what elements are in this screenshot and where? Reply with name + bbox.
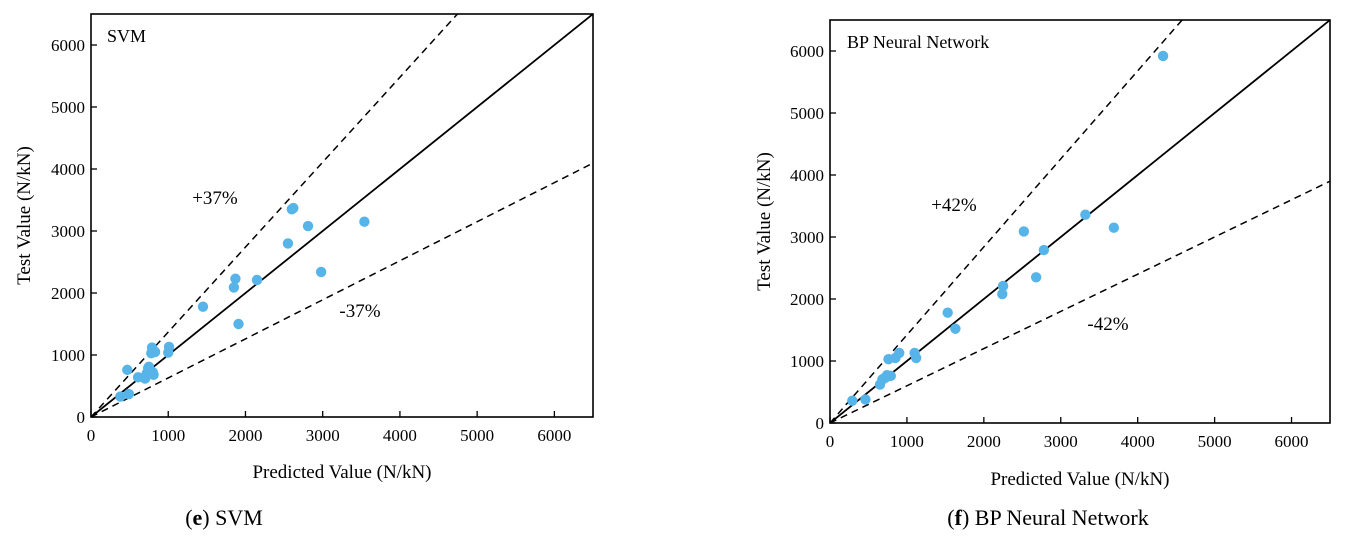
equality-line <box>91 14 593 417</box>
x-tick-label: 3000 <box>1044 432 1078 451</box>
y-tick-label: 5000 <box>51 98 85 117</box>
data-point <box>997 280 1009 292</box>
data-point <box>894 347 905 359</box>
data-point <box>1038 244 1050 256</box>
data-point <box>302 220 314 232</box>
x-tick-label: 4000 <box>383 426 417 445</box>
data-point <box>860 394 871 405</box>
y-tick-label: 1000 <box>790 352 824 371</box>
x-tick-label: 1000 <box>151 426 185 445</box>
data-point <box>149 346 161 358</box>
data-point <box>115 391 126 402</box>
data-point <box>1030 272 1042 283</box>
caption-f: (f) BP Neural Network <box>947 505 1149 530</box>
caption-letter: f <box>954 505 962 530</box>
data-points <box>847 50 1169 406</box>
data-point <box>282 238 294 249</box>
chart-title: SVM <box>107 26 146 46</box>
data-point <box>230 273 241 284</box>
chart-svm: 0 1000 2000 3000 4000 5000 6000 0 1000 2000 3000 40… <box>14 13 594 483</box>
caption-text: SVM <box>209 505 263 530</box>
data-point <box>847 395 858 406</box>
data-point <box>123 388 135 400</box>
bound-line <box>830 20 1184 423</box>
bound-line <box>830 180 1330 423</box>
data-point <box>197 301 209 312</box>
x-tick-label: 4000 <box>1121 432 1155 451</box>
data-point <box>885 370 896 382</box>
y-tick-label: 2000 <box>790 290 824 309</box>
equality-line <box>830 20 1330 423</box>
y-tick-label: 0 <box>77 408 86 427</box>
data-point <box>942 307 953 318</box>
bound-line <box>91 162 593 417</box>
x-tick-label: 5000 <box>460 426 494 445</box>
y-axis-label: Test Value (N/kN) <box>14 146 35 285</box>
data-point <box>163 341 175 353</box>
x-tick-label: 5000 <box>1198 432 1232 451</box>
reference-lines <box>91 14 593 417</box>
x-tick-label: 0 <box>826 432 835 451</box>
caption-e: (e) SVM <box>185 505 263 530</box>
caption-letter: e <box>192 505 203 530</box>
data-point <box>910 352 922 364</box>
x-tick-label: 2000 <box>967 432 1001 451</box>
x-tick-label: 6000 <box>1275 432 1309 451</box>
data-point <box>1080 209 1091 220</box>
data-point <box>315 266 327 278</box>
y-tick-label: 6000 <box>790 42 824 61</box>
chart-title: BP Neural Network <box>847 32 989 52</box>
plot-frame <box>829 19 1331 424</box>
data-point <box>997 288 1008 300</box>
y-tick-label: 4000 <box>51 160 85 179</box>
x-tick-label: 3000 <box>306 426 340 445</box>
y-tick-label: 5000 <box>790 104 824 123</box>
bound-annotation: +37% <box>192 188 238 209</box>
x-tick-label: 0 <box>87 426 96 445</box>
data-point <box>233 318 244 330</box>
bound-annotation: -37% <box>339 301 380 322</box>
y-tick-label: 3000 <box>51 222 85 241</box>
plot-frame <box>90 13 594 418</box>
x-tick-label: 2000 <box>228 426 262 445</box>
data-points <box>115 202 370 402</box>
x-tick-label: 1000 <box>890 432 924 451</box>
data-point <box>359 216 370 227</box>
x-axis-label: Predicted Value (N/kN) <box>252 462 431 483</box>
data-point <box>122 364 133 376</box>
y-tick-label: 0 <box>816 414 825 433</box>
data-point <box>1018 226 1030 237</box>
data-point <box>1157 50 1169 62</box>
y-tick-label: 2000 <box>51 284 85 303</box>
bound-annotation: +42% <box>931 195 977 216</box>
reference-lines <box>830 20 1330 423</box>
x-axis-label: Predicted Value (N/kN) <box>990 469 1169 490</box>
y-axis-label: Test Value (N/kN) <box>754 152 775 291</box>
y-tick-label: 6000 <box>51 36 85 55</box>
data-point <box>148 369 159 381</box>
y-tick-label: 3000 <box>790 228 824 247</box>
data-point <box>950 323 961 334</box>
data-point <box>251 274 263 286</box>
y-tick-label: 1000 <box>51 346 85 365</box>
caption-text: BP Neural Network <box>969 505 1149 530</box>
bound-line <box>91 14 459 417</box>
data-point <box>288 202 299 214</box>
data-point <box>228 282 240 293</box>
y-tick-label: 4000 <box>790 166 824 185</box>
data-point <box>1108 222 1120 233</box>
chart-bp-neural-network: 0 1000 2000 3000 4000 5000 6000 0 1000 2000 3000 40… <box>754 19 1331 490</box>
bound-annotation: -42% <box>1087 314 1128 335</box>
x-tick-label: 6000 <box>537 426 571 445</box>
